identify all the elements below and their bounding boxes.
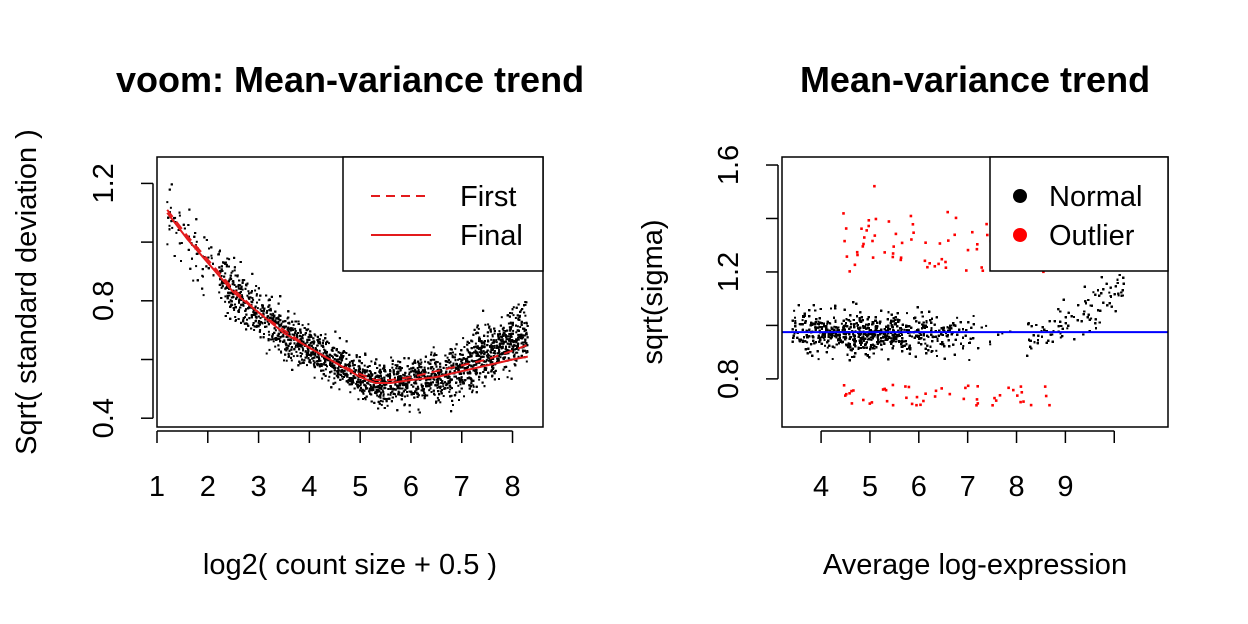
mv-xlabel: Average log-expression [823,549,1127,581]
voom-y-tick-label: 0.8 [88,281,120,321]
legend-final-label: Final [460,220,523,252]
mean-variance-panel: Mean-variance trend Average log-expressi… [637,59,1169,581]
legend-normal-swatch [1013,189,1027,203]
voom-x-tick-label: 6 [403,471,419,503]
voom-y-tick-label: 1.2 [88,163,120,203]
voom-x-tick-label: 5 [352,471,368,503]
legend-normal-label: Normal [1049,181,1142,213]
voom-axes: 1 2 3 4 5 6 7 8 0.4 0.8 1.2 [88,163,521,503]
voom-ylabel: Sqrt( standard deviation ) [11,129,43,455]
legend-outlier-label: Outlier [1049,220,1135,252]
legend-outlier-swatch [1013,228,1027,242]
voom-trend-lines [166,209,529,384]
trend-line-first [166,209,529,381]
mv-x-tick-label: 9 [1057,471,1073,503]
voom-legend: First Final [342,156,544,272]
voom-x-tick-label: 3 [251,471,267,503]
trend-line-final [166,212,528,384]
mv-points [791,274,1125,362]
mv-plot-box [781,156,1169,428]
voom-x-tick-label: 7 [454,471,470,503]
legend-first-label: First [460,181,516,213]
voom-y-tick-label: 0.4 [88,398,120,438]
mv-legend: Normal Outlier [989,156,1169,272]
voom-x-tick-label: 4 [301,471,317,503]
voom-legend-box [342,156,544,272]
mv-y-tick-label: 1.6 [713,145,745,185]
mv-x-tick-label: 4 [813,471,829,503]
voom-x-tick-label: 8 [504,471,520,503]
mv-x-tick-label: 8 [1008,471,1024,503]
voom-x-tick-label: 2 [200,471,216,503]
mv-x-tick-label: 7 [960,471,976,503]
mv-y-tick-label: 1.2 [713,252,745,292]
mv-title: Mean-variance trend [800,59,1150,100]
mv-legend-box [989,156,1169,272]
mv-axes: 4 5 6 7 8 9 0.8 1.2 1.6 [713,145,1116,503]
voom-x-tick-label: 1 [149,471,165,503]
mv-x-tick-label: 6 [911,471,927,503]
voom-title: voom: Mean-variance trend [116,59,584,100]
mv-x-tick-label: 5 [862,471,878,503]
mv-y-tick-label: 0.8 [713,359,745,399]
voom-xlabel: log2( count size + 0.5 ) [203,549,497,581]
mv-ylabel: sqrt(sigma) [637,219,669,364]
voom-panel: voom: Mean-variance trend log2( count si… [11,59,584,581]
